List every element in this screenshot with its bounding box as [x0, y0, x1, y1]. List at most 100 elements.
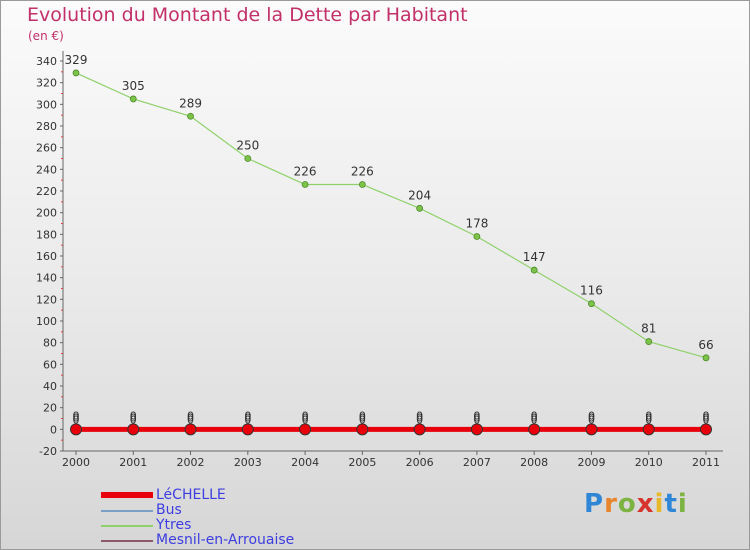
data-label-mesnil-en-arrouaise: 0: [531, 413, 538, 426]
data-point-lechelle: [299, 423, 312, 436]
data-label-mesnil-en-arrouaise: 0: [359, 413, 366, 426]
y-tick-label: 280: [36, 120, 57, 133]
y-tick-label: 60: [43, 358, 57, 371]
data-label-léchelle: 0: [130, 409, 137, 422]
data-label-léchelle: 0: [473, 409, 480, 422]
data-label-ytres: 329: [65, 53, 88, 67]
data-label-ytres: 147: [523, 250, 546, 264]
data-label-mesnil-en-arrouaise: 0: [244, 413, 251, 426]
legend-swatch-lechelle: [101, 492, 153, 498]
x-tick-label: 2011: [692, 456, 720, 469]
legend-item-bus: Bus: [101, 502, 331, 518]
data-label-bus: 0: [416, 411, 423, 424]
data-label-bus: 0: [531, 411, 538, 424]
chart-subtitle: (en €): [28, 29, 64, 43]
y-tick-label: 40: [43, 380, 57, 393]
data-label-léchelle: 0: [703, 409, 710, 422]
logo-letter: o: [617, 489, 637, 519]
data-label-léchelle: 0: [531, 409, 538, 422]
data-point-ytres: [416, 204, 424, 212]
data-label-mesnil-en-arrouaise: 0: [130, 413, 137, 426]
data-label-léchelle: 0: [73, 409, 80, 422]
x-tick-label: 2008: [520, 456, 548, 469]
data-label-mesnil-en-arrouaise: 0: [302, 413, 309, 426]
legend-swatch-ytres: [101, 525, 153, 527]
data-point-ytres: [702, 354, 710, 362]
data-point-lechelle: [528, 423, 541, 436]
data-point-ytres: [244, 155, 252, 162]
x-tick-label: 2009: [577, 456, 605, 469]
data-point-ytres: [129, 95, 137, 103]
x-tick-label: 2004: [291, 456, 319, 469]
legend-swatch-mesnil: [101, 540, 153, 542]
data-label-bus: 0: [302, 411, 309, 424]
y-tick-label: 100: [36, 315, 57, 328]
x-tick-label: 2006: [406, 456, 434, 469]
data-label-léchelle: 0: [244, 409, 251, 422]
data-label-bus: 0: [359, 411, 366, 424]
y-tick-label: 0: [50, 423, 57, 436]
y-tick-label: 220: [36, 185, 57, 198]
plot-area: [63, 51, 723, 451]
data-label-ytres: 226: [294, 165, 317, 179]
data-label-ytres: 250: [236, 139, 259, 153]
data-label-bus: 0: [645, 411, 652, 424]
data-point-ytres: [588, 300, 595, 308]
y-tick-label: 20: [43, 402, 57, 415]
data-point-lechelle: [413, 423, 426, 436]
data-label-léchelle: 0: [359, 409, 366, 422]
y-tick-label: 340: [36, 55, 57, 68]
data-label-léchelle: 0: [302, 409, 309, 422]
x-tick-label: 2010: [635, 456, 663, 469]
data-point-lechelle: [642, 423, 655, 436]
y-tick-label: 300: [36, 98, 57, 111]
logo-letter: i: [677, 489, 688, 519]
legend-item-lechelle: LéCHELLE: [101, 487, 331, 503]
data-label-ytres: 289: [179, 96, 202, 110]
data-label-mesnil-en-arrouaise: 0: [703, 413, 710, 426]
data-point-lechelle: [356, 423, 369, 436]
legend-item-mesnil: Mesnil-en-Arrouaise: [101, 532, 331, 548]
data-label-mesnil-en-arrouaise: 0: [588, 413, 595, 426]
data-label-bus: 0: [473, 411, 480, 424]
x-tick-label: 2000: [62, 456, 90, 469]
legend-label-bus: Bus: [156, 502, 182, 518]
data-point-ytres: [645, 338, 653, 345]
data-point-lechelle: [700, 423, 712, 436]
data-point-ytres: [187, 112, 194, 120]
x-tick-label: 2002: [177, 456, 205, 469]
data-point-lechelle: [585, 423, 598, 436]
legend-label-ytres: Ytres: [156, 517, 192, 533]
data-label-ytres: 66: [698, 338, 713, 352]
data-label-léchelle: 0: [645, 409, 652, 422]
legend-swatch-bus: [101, 510, 153, 512]
legend-item-ytres: Ytres: [101, 517, 331, 533]
data-label-ytres: 226: [351, 165, 374, 179]
data-point-ytres: [301, 181, 309, 188]
data-label-mesnil-en-arrouaise: 0: [73, 413, 80, 426]
x-tick-label: 2005: [348, 456, 376, 469]
data-label-ytres: 204: [408, 188, 431, 202]
y-tick-label: 160: [36, 250, 57, 263]
data-label-bus: 0: [73, 411, 80, 424]
data-label-bus: 0: [703, 411, 710, 424]
data-label-bus: 0: [130, 411, 137, 424]
logo-letter: i: [654, 489, 665, 519]
chart-title: Evolution du Montant de la Dette par Hab…: [27, 4, 468, 26]
proxiti-logo: Proxiti: [584, 489, 688, 519]
data-label-ytres: 305: [122, 79, 145, 93]
data-point-lechelle: [127, 423, 140, 436]
data-label-mesnil-en-arrouaise: 0: [416, 413, 423, 426]
legend-label-lechelle: LéCHELLE: [156, 487, 226, 503]
data-label-bus: 0: [244, 411, 251, 424]
y-tick-label: 260: [36, 142, 57, 155]
y-tick-label: 240: [36, 163, 57, 176]
data-point-lechelle: [70, 423, 82, 436]
series-line-ytres: [75, 72, 707, 359]
data-point-ytres: [358, 181, 366, 188]
y-tick-label: 320: [36, 77, 57, 90]
data-label-ytres: 81: [641, 322, 656, 336]
y-tick-label: -20: [39, 445, 57, 458]
logo-letter: P: [584, 489, 605, 519]
